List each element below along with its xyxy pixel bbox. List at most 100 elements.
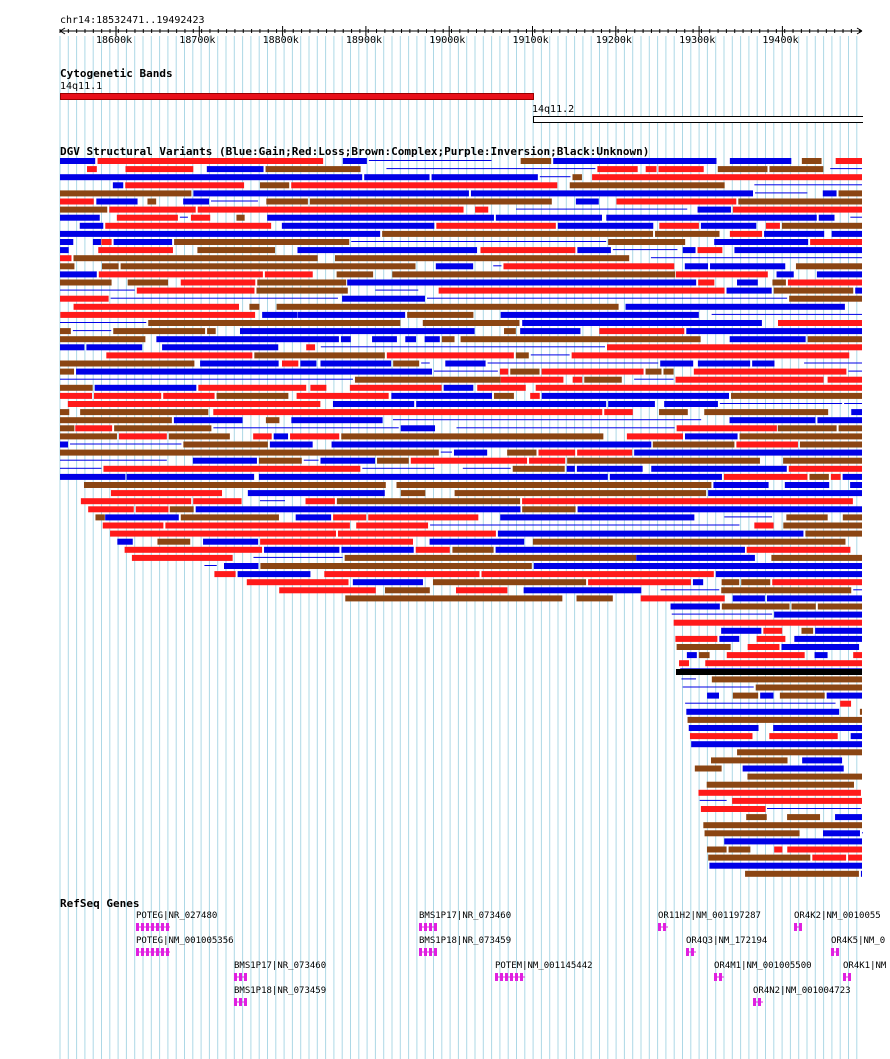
variant-feature[interactable] — [342, 158, 367, 164]
variant-feature[interactable] — [723, 473, 808, 480]
variant-feature[interactable] — [320, 457, 376, 464]
variant-feature[interactable] — [634, 449, 862, 456]
variant-feature[interactable] — [817, 603, 862, 610]
variant-feature[interactable] — [224, 563, 259, 569]
variant-feature[interactable] — [495, 546, 745, 553]
variant-feature[interactable] — [86, 344, 143, 351]
variant-feature[interactable] — [183, 441, 268, 448]
variant-feature[interactable] — [732, 206, 862, 213]
variant-feature[interactable] — [608, 239, 686, 245]
variant-feature[interactable] — [776, 271, 794, 278]
variant-feature[interactable] — [180, 514, 279, 521]
variant-feature[interactable] — [522, 498, 853, 505]
variant-feature[interactable] — [719, 635, 740, 642]
variant-feature[interactable] — [438, 287, 725, 294]
variant-feature[interactable] — [497, 530, 804, 537]
variant-feature[interactable] — [729, 417, 816, 424]
variant-feature[interactable] — [258, 473, 608, 480]
variant-feature[interactable] — [269, 441, 313, 448]
variant-feature[interactable] — [522, 506, 576, 513]
variant-feature[interactable] — [436, 222, 556, 229]
variant-feature[interactable] — [764, 230, 825, 237]
variant-feature[interactable] — [746, 814, 767, 821]
variant-feature[interactable] — [504, 328, 516, 335]
variant-feature[interactable] — [711, 757, 788, 764]
variant-feature[interactable] — [60, 425, 75, 432]
variant-feature[interactable] — [799, 441, 862, 448]
variant-feature[interactable] — [391, 392, 492, 399]
variant-feature[interactable] — [769, 166, 824, 173]
variant-feature[interactable] — [106, 352, 253, 359]
variant-feature[interactable] — [193, 190, 469, 197]
variant-feature[interactable] — [659, 409, 688, 416]
variant-feature[interactable] — [818, 214, 835, 221]
variant-feature[interactable] — [114, 425, 212, 432]
variant-feature[interactable] — [842, 473, 862, 480]
variant-feature[interactable] — [118, 433, 167, 440]
variant-feature[interactable] — [156, 336, 339, 343]
variant-feature[interactable] — [60, 271, 97, 278]
variant-feature[interactable] — [117, 538, 133, 545]
variant-feature[interactable] — [812, 854, 847, 861]
variant-feature[interactable] — [174, 239, 350, 245]
variant-feature[interactable] — [599, 328, 685, 335]
variant-feature[interactable] — [522, 320, 762, 326]
variant-feature[interactable] — [697, 206, 731, 213]
variant-feature[interactable] — [530, 392, 540, 399]
variant-feature[interactable] — [660, 589, 720, 591]
variant-feature[interactable] — [853, 652, 862, 659]
variant-feature[interactable] — [682, 686, 754, 688]
variant-feature[interactable] — [204, 565, 217, 566]
variant-feature[interactable] — [265, 166, 361, 173]
variant-feature[interactable] — [382, 230, 654, 237]
variant-feature[interactable] — [135, 506, 169, 513]
variant-feature[interactable] — [372, 336, 397, 343]
variant-feature[interactable] — [352, 579, 423, 586]
variant-feature[interactable] — [495, 214, 602, 221]
variant-feature[interactable] — [788, 465, 862, 472]
variant-feature[interactable] — [795, 263, 862, 270]
variant-feature[interactable] — [101, 263, 119, 270]
variant-feature[interactable] — [566, 465, 575, 472]
variant-feature[interactable] — [625, 303, 845, 310]
variant-feature[interactable] — [195, 506, 521, 513]
variant-feature[interactable] — [70, 443, 182, 445]
variant-feature[interactable] — [831, 230, 862, 237]
variant-feature[interactable] — [456, 427, 675, 429]
variant-feature[interactable] — [481, 571, 714, 578]
variant-feature[interactable] — [335, 255, 630, 262]
variant-feature[interactable] — [60, 441, 69, 448]
variant-feature[interactable] — [105, 222, 272, 229]
variant-feature[interactable] — [416, 401, 607, 407]
variant-feature[interactable] — [608, 401, 655, 407]
variant-feature[interactable] — [281, 222, 435, 229]
variant-feature[interactable] — [850, 733, 862, 740]
variant-feature[interactable] — [681, 678, 696, 680]
variant-feature[interactable] — [60, 230, 381, 237]
variant-feature[interactable] — [375, 289, 419, 291]
variant-feature[interactable] — [676, 669, 862, 675]
variant-feature[interactable] — [510, 368, 540, 375]
variant-feature[interactable] — [684, 263, 709, 270]
variant-feature[interactable] — [266, 198, 308, 205]
variant-feature[interactable] — [726, 287, 772, 294]
variant-feature[interactable] — [83, 482, 386, 488]
variant-feature[interactable] — [110, 490, 223, 497]
variant-feature[interactable] — [721, 579, 740, 586]
variant-feature[interactable] — [520, 158, 552, 164]
variant-feature[interactable] — [789, 295, 862, 302]
variant-feature[interactable] — [320, 346, 605, 348]
variant-feature[interactable] — [60, 360, 195, 367]
variant-feature[interactable] — [724, 838, 862, 845]
variant-feature[interactable] — [405, 336, 417, 343]
variant-feature[interactable] — [687, 716, 862, 723]
variant-feature[interactable] — [112, 182, 124, 189]
variant-feature[interactable] — [424, 336, 440, 343]
gene-label[interactable]: POTEM|NM_001145442 — [495, 961, 593, 971]
variant-feature[interactable] — [206, 166, 264, 173]
variant-feature[interactable] — [572, 376, 583, 383]
variant-feature[interactable] — [60, 295, 109, 302]
variant-feature[interactable] — [739, 433, 862, 440]
variant-feature[interactable] — [60, 289, 135, 291]
variant-feature[interactable] — [211, 200, 258, 202]
